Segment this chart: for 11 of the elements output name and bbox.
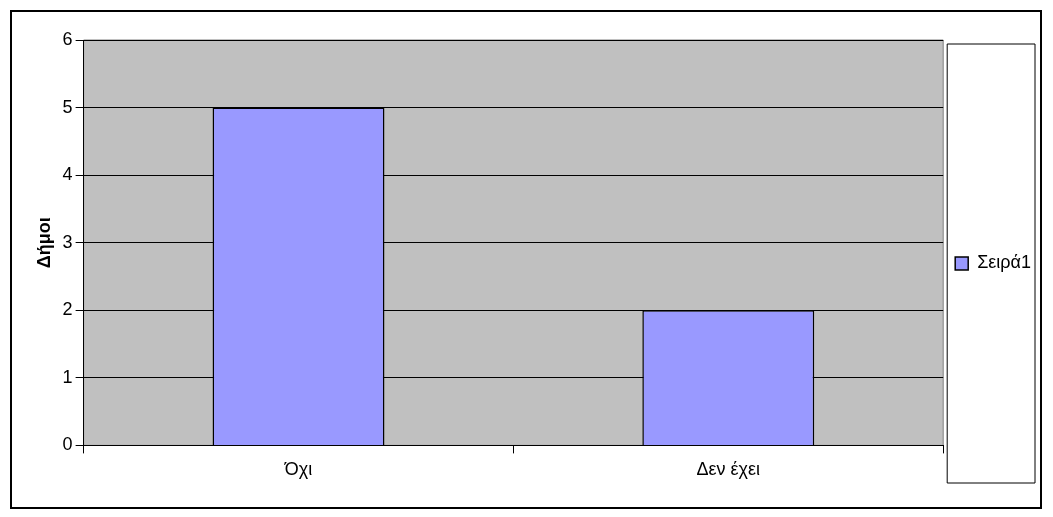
y-tick-label: 0 [62, 434, 73, 455]
x-tick-label: Όχι [283, 459, 313, 480]
legend-label: Σειρά1 [977, 252, 1032, 273]
y-tick-label: 6 [62, 28, 73, 49]
y-tick-label: 3 [62, 231, 73, 252]
y-tick-label: 5 [62, 96, 73, 117]
x-tick-label: Δεν έχει [696, 459, 761, 480]
y-tick-label: 1 [62, 366, 73, 387]
y-tick-label: 2 [62, 299, 73, 320]
y-tick-label: 4 [62, 164, 73, 185]
y-axis-title: Δήμοι [33, 217, 54, 269]
